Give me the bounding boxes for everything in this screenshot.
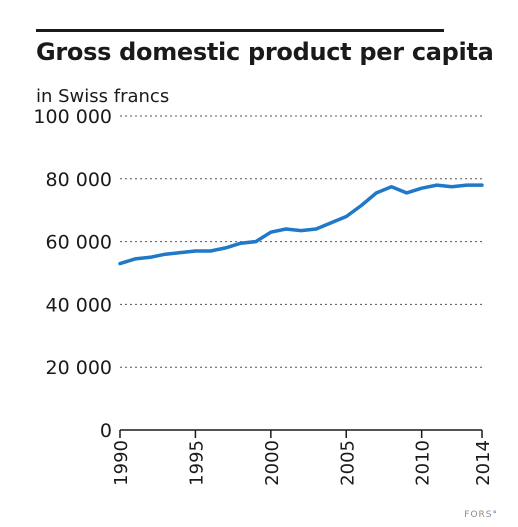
y-tick-label-3: 60 000 <box>46 232 112 254</box>
y-tick-label-0: 0 <box>100 420 112 442</box>
y-tick-label-4: 80 000 <box>46 169 112 191</box>
y-axis-ticks: 0 20 000 40 000 60 000 80 000 100 000 <box>33 106 112 442</box>
grid-lines <box>120 115 482 431</box>
y-tick-label-1: 20 000 <box>46 357 112 379</box>
x-tick-label-1: 1995 <box>186 440 207 486</box>
x-tick-label-5: 2014 <box>473 440 494 486</box>
x-axis-ticks: 1990 1995 2000 2005 2010 2014 <box>111 430 494 486</box>
chart-subtitle: in Swiss francs <box>36 86 170 107</box>
source-credit: FORS° <box>464 510 498 520</box>
x-tick-label-2: 2000 <box>262 440 283 486</box>
series-group <box>118 183 484 266</box>
credit-dot: ° <box>492 510 498 520</box>
chart-title: Gross domestic product per capita <box>36 38 494 66</box>
y-tick-label-5: 100 000 <box>33 106 112 128</box>
x-tick-label-3: 2005 <box>337 440 358 486</box>
x-tick-label-0: 1990 <box>111 440 132 486</box>
gdp-series-line <box>118 183 484 266</box>
y-tick-label-2: 40 000 <box>46 294 112 316</box>
x-tick-label-4: 2010 <box>413 440 434 486</box>
credit-text: FORS <box>464 510 493 520</box>
title-rule <box>36 29 444 32</box>
